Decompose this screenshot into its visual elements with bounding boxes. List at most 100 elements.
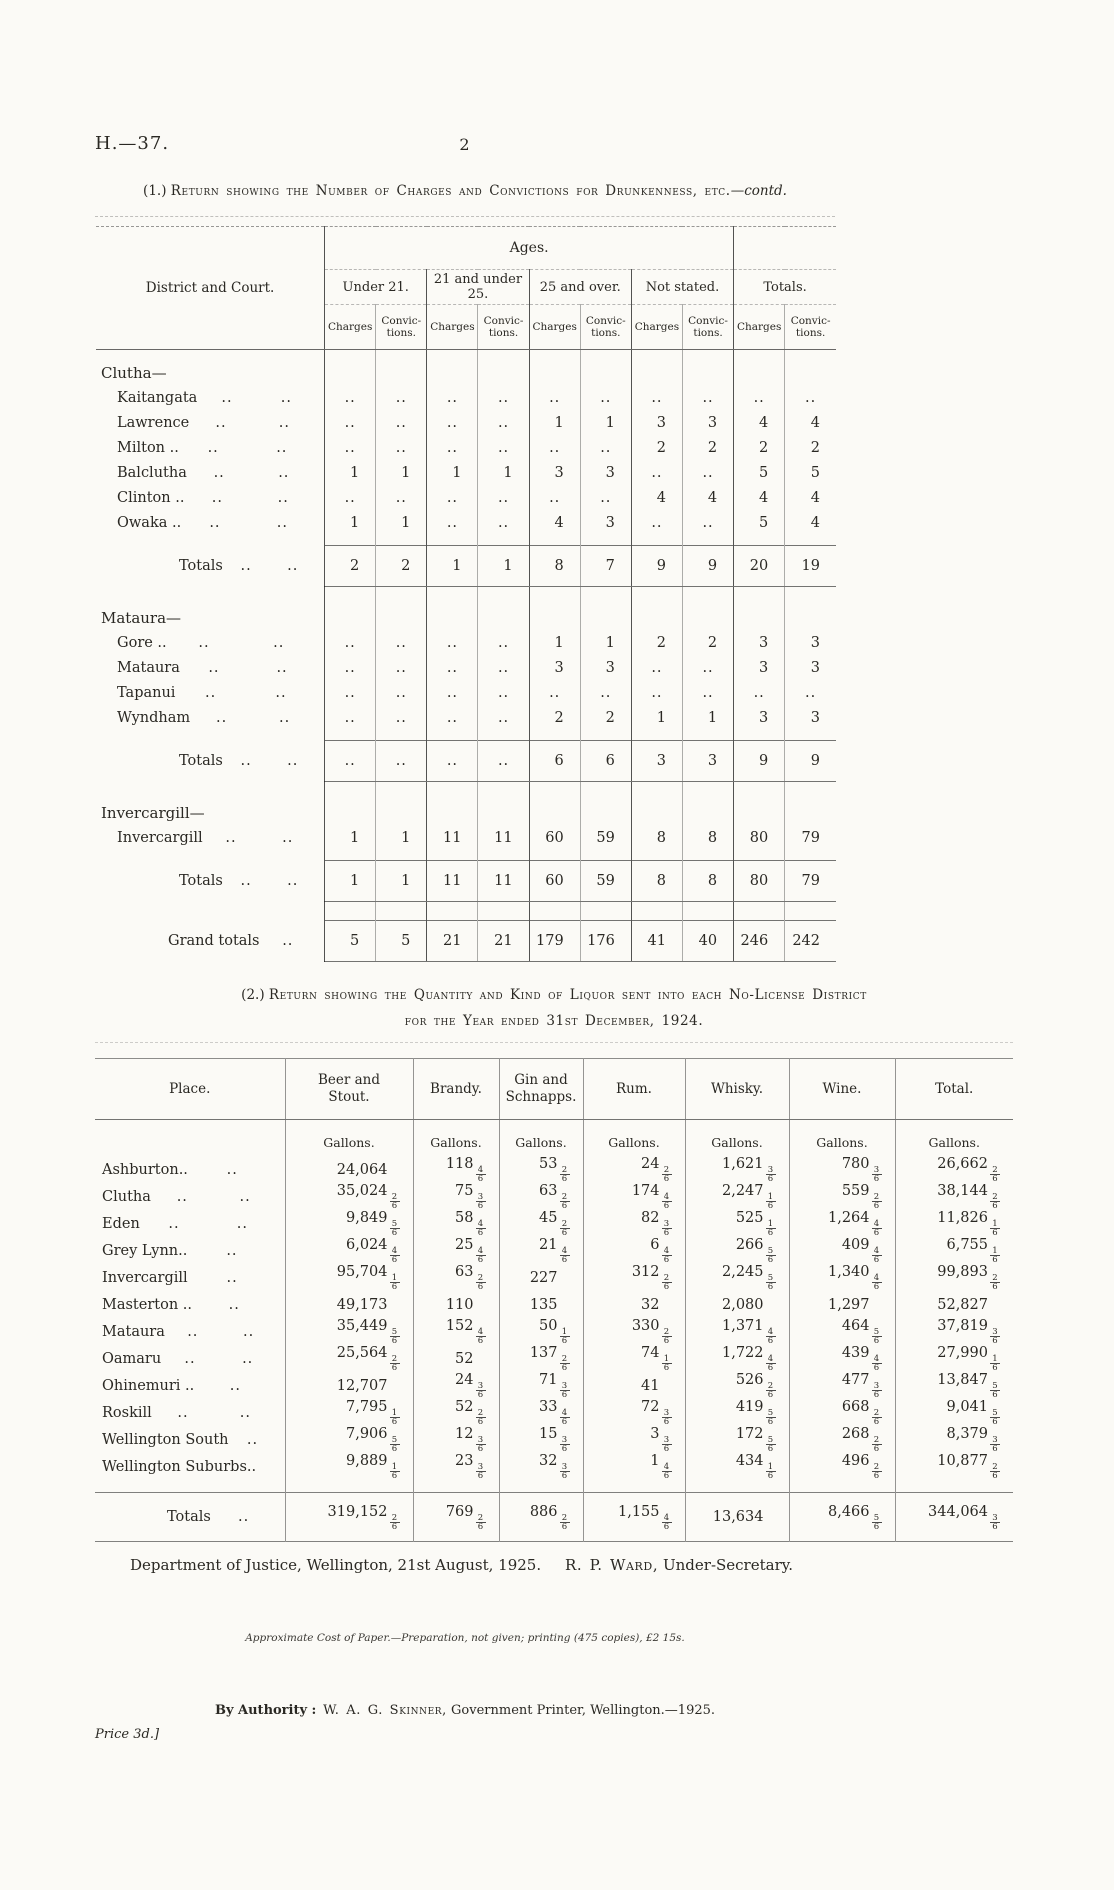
cell bbox=[426, 781, 478, 800]
dot-leader: .. bbox=[226, 1242, 238, 1259]
subheader-convictions: Convic- tions. bbox=[579, 304, 632, 350]
cell: 19 bbox=[784, 545, 836, 587]
row-label: Milton ...... bbox=[96, 435, 325, 460]
cell bbox=[630, 535, 683, 546]
cell: 6 bbox=[528, 740, 581, 782]
cell: 40 bbox=[681, 920, 734, 962]
row-label: Invercargill.. bbox=[95, 1264, 285, 1291]
table-row: Balclutha.... 1 1 1 1 3 3.... 5 5 bbox=[96, 460, 836, 485]
cell bbox=[375, 360, 427, 385]
cell bbox=[784, 360, 836, 385]
table-row: Invercargill.. 95,704 1 6 63 2 6 227 312 2 6 2,245 5… bbox=[95, 1264, 1013, 1291]
cell: 246 bbox=[733, 920, 785, 962]
cell bbox=[528, 535, 581, 546]
cell: 24,064 bbox=[284, 1156, 413, 1183]
cell: 25 4 6 bbox=[412, 1237, 499, 1264]
row-label-text: Balclutha.... bbox=[96, 465, 324, 481]
section-header-row: Mataura— bbox=[96, 605, 836, 630]
cell: 21 4 6 bbox=[498, 1237, 583, 1264]
cell bbox=[733, 605, 785, 630]
cell bbox=[528, 800, 581, 825]
cell bbox=[375, 349, 427, 360]
cell: 1,155 4 6 bbox=[582, 1492, 685, 1542]
cell: 1 bbox=[375, 510, 427, 535]
cell: .. bbox=[477, 705, 530, 730]
cell: 1 bbox=[579, 410, 632, 435]
cell: 3 bbox=[579, 460, 632, 485]
cell bbox=[630, 605, 683, 630]
cell: 21 bbox=[477, 920, 530, 962]
dot-leader: .. bbox=[213, 464, 225, 481]
cell: 3 bbox=[528, 655, 581, 680]
cell: 137 2 6 bbox=[498, 1345, 583, 1372]
cell: 268 2 6 bbox=[788, 1426, 895, 1453]
row-label bbox=[96, 587, 325, 606]
row-label-text: Grand totals.. bbox=[96, 933, 324, 949]
dot-leader: .. bbox=[282, 829, 294, 846]
cell: 32 3 6 bbox=[498, 1453, 583, 1480]
cell: 1,371 4 6 bbox=[684, 1318, 789, 1345]
cell: 1 bbox=[528, 630, 581, 655]
cell: 24 2 6 bbox=[582, 1156, 685, 1183]
row-label bbox=[96, 730, 325, 741]
cell bbox=[681, 800, 734, 825]
cell bbox=[733, 800, 785, 825]
cell: 41 bbox=[582, 1372, 685, 1399]
cell: .. bbox=[324, 655, 376, 680]
cell: 52 bbox=[412, 1345, 499, 1372]
cell bbox=[733, 850, 785, 861]
cell: 2,245 5 6 bbox=[684, 1264, 789, 1291]
cost-of-paper-note: Approximate Cost of Paper.—Preparation, … bbox=[245, 1632, 685, 1644]
dot-leader: .. bbox=[280, 389, 293, 406]
cell: 12 3 6 bbox=[412, 1426, 499, 1453]
cell: 9,889 1 6 bbox=[284, 1453, 413, 1480]
cell bbox=[733, 586, 785, 605]
table-row: Clinton .................. 4 4 4 4 bbox=[96, 485, 836, 510]
row-label: Tapanui.... bbox=[96, 680, 325, 705]
cell bbox=[426, 730, 478, 741]
unit-cell: Gallons. bbox=[894, 1119, 1013, 1156]
unit-cell bbox=[412, 1480, 499, 1493]
cell: 1 bbox=[375, 460, 427, 485]
section-totals-row: Totals............ 6 6 3 3 9 9 bbox=[96, 740, 836, 782]
cell bbox=[477, 850, 530, 861]
horizontal-rule bbox=[95, 1042, 1013, 1043]
row-label bbox=[96, 535, 325, 546]
cell: 4 bbox=[733, 410, 785, 435]
cell: 11,826 1 6 bbox=[894, 1210, 1013, 1237]
dot-leader: .. bbox=[226, 1269, 238, 1286]
subheader-convictions: Convic- tions. bbox=[477, 304, 530, 350]
cell: 1,340 4 6 bbox=[788, 1264, 895, 1291]
cell: 242 bbox=[784, 920, 836, 962]
table1-title-prefix: (1.) bbox=[143, 183, 167, 199]
dot-leader: .. bbox=[211, 489, 223, 506]
dot-leader: .. bbox=[243, 1323, 255, 1340]
cell: 2 bbox=[579, 705, 632, 730]
table1-title-contd: —contd. bbox=[730, 183, 787, 199]
cell: 668 2 6 bbox=[788, 1399, 895, 1426]
row-label-text: Invercargill.... bbox=[96, 830, 324, 846]
cell: 9 bbox=[681, 545, 734, 587]
dot-leader: .. bbox=[287, 753, 299, 769]
cell: 3 bbox=[681, 740, 734, 782]
dot-leader: .. bbox=[246, 1431, 259, 1448]
column-header-ages: Ages. bbox=[324, 226, 734, 270]
cell: 1 bbox=[681, 705, 734, 730]
cell bbox=[784, 781, 836, 800]
cell bbox=[477, 730, 530, 741]
cell: 419 5 6 bbox=[684, 1399, 789, 1426]
cell: 7 bbox=[579, 545, 632, 587]
cell bbox=[681, 349, 734, 360]
row-label: Kaitangata.... bbox=[96, 385, 325, 410]
row-label: Invercargill.... bbox=[96, 825, 325, 850]
row-label-text: Totals.... bbox=[96, 558, 324, 574]
table-row: Wellington Suburbs.. 9,889 1 6 23 3 6 32 3 6 1 4 6 43… bbox=[95, 1453, 1013, 1480]
